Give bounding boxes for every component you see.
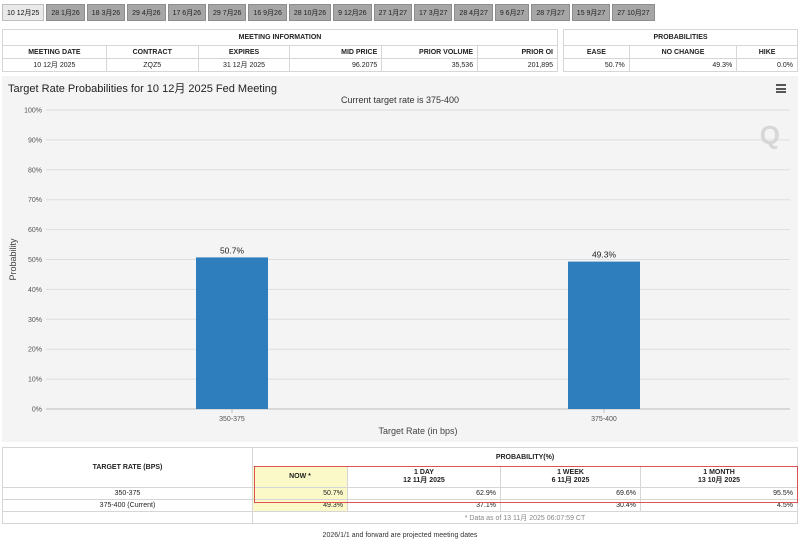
chart-panel: 0% 10% 20% 30% 40% 50% 60% 70% 80% 90% 100% Probabi… [2,76,798,442]
col-hike: HIKE [736,45,798,59]
day-cell: 37.1% [347,499,501,512]
meeting-info-title: MEETING INFORMATION [2,29,558,46]
col-prior-volume: PRIOR VOLUME [381,45,479,59]
meeting-tab[interactable]: 16 9月26 [248,4,287,21]
y-tick-label: 70% [28,197,42,204]
col-prior-oi: PRIOR OI [477,45,558,59]
y-tick-label: 100% [24,108,42,115]
month-cell: 4.5% [640,499,798,512]
col-contract: CONTRACT [105,45,199,59]
mid-price-value: 96.2075 [289,58,383,72]
col-1-month-label: 1 MONTH [703,469,735,476]
meeting-tab[interactable]: 27 1月27 [373,4,412,21]
probability-history-table: TARGET RATE (BPS) PROBABILITY(%) NOW * 1… [2,447,798,524]
y-axis-title: Probability [8,238,18,281]
meeting-tabs: 10 12月25 28 1月26 18 3月26 29 4月26 17 6月26 29 7… [2,4,655,21]
probabilities-table: PROBABILITIES EASE NO CHANGE HIKE 50.7% … [563,29,798,72]
col-ease: EASE [563,45,630,59]
y-tick-label: 30% [28,317,42,324]
col-1-month: 1 MONTH 13 10月 2025 [640,466,798,488]
col-mid-price: MID PRICE [289,45,383,59]
meeting-tab[interactable]: 10 12月25 [2,4,45,21]
meeting-tab[interactable]: 9 6月27 [494,4,530,21]
meeting-tab[interactable]: 15 9月27 [571,4,611,21]
chart-subtitle: Current target rate is 375-400 [340,95,460,105]
col-expires: EXPIRES [197,45,291,59]
rate-cell: 375-400 (Current) [2,499,253,512]
x-axis-title: Target Rate (in bps) [378,426,457,436]
col-now: NOW * [252,466,348,488]
meeting-tab[interactable]: 18 3月26 [86,4,126,21]
col-1-month-date: 13 10月 2025 [697,477,741,484]
table-row: 350-375 50.7% 62.9% 69.6% 95.5% [2,487,798,500]
meeting-tab[interactable]: 28 1月26 [46,4,85,21]
day-cell: 62.9% [347,487,501,500]
rate-cell: 350-375 [2,487,253,500]
target-rate-header: TARGET RATE (BPS) [2,447,253,488]
probabilities-title: PROBABILITIES [563,29,798,46]
probability-header: PROBABILITY(%) [252,447,798,467]
meeting-tab[interactable]: 28 7月27 [531,4,570,21]
hike-value: 0.0% [736,58,798,72]
col-no-change: NO CHANGE [628,45,738,59]
hamburger-menu-icon[interactable] [776,84,786,93]
meeting-tab[interactable]: 28 4月27 [454,4,493,21]
col-1-week-date: 6 11月 2025 [551,477,590,484]
x-tick-label: 350-375 [219,416,245,423]
week-cell: 30.4% [500,499,641,512]
y-tick-label: 10% [28,377,42,384]
y-tick-label: 20% [28,347,42,354]
table-row: 375-400 (Current) 49.3% 37.1% 30.4% 4.5% [2,499,798,512]
probability-history-panel: TARGET RATE (BPS) PROBABILITY(%) NOW * 1… [2,447,798,524]
x-tick-label: 375-400 [591,416,617,423]
contract-value: ZQZ5 [105,58,199,72]
meeting-tab[interactable]: 29 7月26 [208,4,247,21]
meeting-tab[interactable]: 27 10月27 [612,4,655,21]
meeting-info-panel: MEETING INFORMATION MEETING DATE CONTRAC… [2,29,558,72]
col-1-day-date: 12 11月 2025 [403,477,445,484]
probability-chart: 0% 10% 20% 30% 40% 50% 60% 70% 80% 90% 100% Probabi… [8,108,790,436]
bar-data-label: 49.3% [592,250,617,260]
week-cell: 69.6% [500,487,641,500]
data-timestamp-note: * Data as of 13 11月 2025 06:07:59 CT [252,511,798,524]
y-tick-label: 50% [28,257,42,264]
y-tick-label: 40% [28,287,42,294]
chart-title: Target Rate Probabilities for 10 12月 202… [8,83,278,95]
y-tick-label: 80% [28,167,42,174]
note-spacer [2,511,253,524]
no-change-value: 49.3% [628,58,738,72]
quikstrike-logo: Q [759,120,780,150]
meeting-tab[interactable]: 28 10月26 [288,4,332,21]
bar [196,257,268,409]
projected-dates-footer: 2026/1/1 and forward are projected meeti… [322,532,478,539]
meeting-date-value: 10 12月 2025 [2,58,107,72]
col-meeting-date: MEETING DATE [2,45,107,59]
bar-data-label: 50.7% [220,245,245,255]
now-cell: 49.3% [252,499,348,512]
meeting-tab[interactable]: 9 12月26 [333,4,372,21]
meeting-tab[interactable]: 29 4月26 [127,4,166,21]
expires-value: 31 12月 2025 [197,58,291,72]
y-tick-label: 0% [32,407,42,414]
y-tick-label: 60% [28,227,42,234]
col-1-week: 1 WEEK 6 11月 2025 [500,466,641,488]
now-cell: 50.7% [252,487,348,500]
y-tick-label: 90% [28,137,42,144]
meeting-tab[interactable]: 17 6月26 [167,4,206,21]
month-cell: 95.5% [640,487,798,500]
col-1-week-label: 1 WEEK [557,469,584,476]
col-1-day: 1 DAY 12 11月 2025 [347,466,501,488]
ease-value: 50.7% [563,58,630,72]
meeting-tab[interactable]: 17 3月27 [414,4,453,21]
meeting-info-table: MEETING INFORMATION MEETING DATE CONTRAC… [2,29,558,72]
col-1-day-label: 1 DAY [414,469,434,476]
bar [568,261,640,409]
probabilities-panel: PROBABILITIES EASE NO CHANGE HIKE 50.7% … [563,29,798,72]
prior-oi-value: 201,895 [477,58,558,72]
prior-volume-value: 35,536 [381,58,479,72]
